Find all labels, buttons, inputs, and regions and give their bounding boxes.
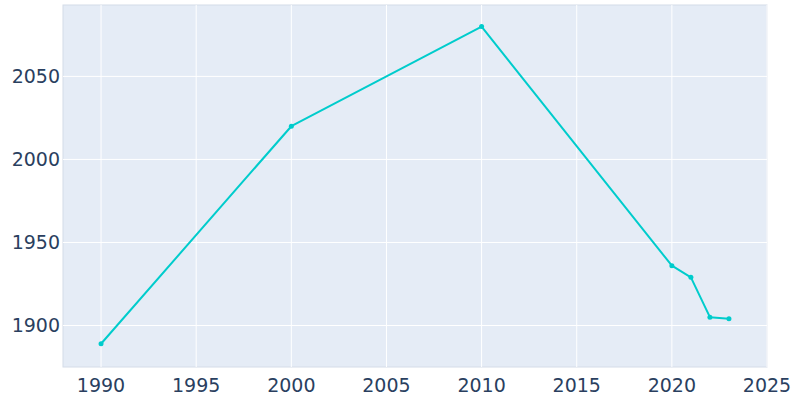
data-point — [707, 315, 712, 320]
x-grid-line — [576, 5, 577, 367]
x-tick-label: 1995 — [172, 374, 220, 396]
data-point — [99, 341, 104, 346]
x-grid-line — [481, 5, 482, 367]
x-tick-label: 2005 — [362, 374, 410, 396]
y-tick-label: 1900 — [12, 314, 60, 336]
y-grid-line — [63, 242, 767, 243]
x-grid-line — [101, 5, 102, 367]
x-grid-line — [386, 5, 387, 367]
data-point — [688, 275, 693, 280]
data-point — [289, 124, 294, 129]
y-grid-line — [63, 76, 767, 77]
data-point — [479, 24, 484, 29]
chart: 1990 1995 2000 2005 2010 2015 2020 2025 1900 1950… — [0, 0, 800, 400]
plot-background — [63, 5, 767, 367]
x-tick-label: 2010 — [457, 374, 505, 396]
x-grid-line — [291, 5, 292, 367]
x-tick-label: 1990 — [77, 374, 125, 396]
y-tick-label: 2050 — [12, 65, 60, 87]
x-tick-label: 2015 — [553, 374, 601, 396]
x-grid-line — [671, 5, 672, 367]
data-group — [99, 24, 732, 346]
x-grid-line — [767, 5, 768, 367]
y-grid-line — [63, 159, 767, 160]
x-tick-label: 2025 — [743, 374, 791, 396]
data-line — [101, 27, 729, 344]
x-tick-label: 2000 — [267, 374, 315, 396]
x-grid-line — [196, 5, 197, 367]
x-tick-label: 2020 — [648, 374, 696, 396]
y-grid-line — [63, 325, 767, 326]
y-tick-label: 2000 — [12, 148, 60, 170]
data-point — [726, 316, 731, 321]
y-tick-label: 1950 — [12, 231, 60, 253]
chart-container: 1990 1995 2000 2005 2010 2015 2020 2025 1900 1950… — [0, 0, 800, 400]
data-point — [669, 263, 674, 268]
